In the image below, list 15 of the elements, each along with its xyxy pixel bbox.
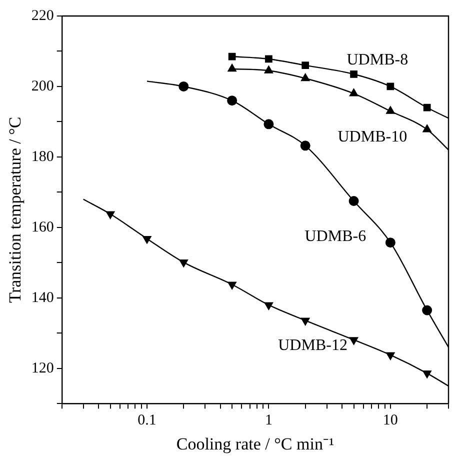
y-axis-title: Transition temperature / °C: [6, 116, 25, 303]
x-tick-label: 10: [382, 412, 398, 429]
series-label: UDMB-6: [304, 228, 366, 245]
x-tick-label: 0.1: [138, 412, 156, 429]
y-tick-label: 160: [31, 219, 54, 236]
y-tick-label: 140: [31, 290, 54, 306]
series-label: UDMB-8: [346, 52, 408, 69]
y-tick-label: 180: [31, 148, 54, 165]
y-tick-label: 200: [31, 78, 54, 94]
x-tick-label: 1: [264, 412, 272, 429]
y-tick-label: 120: [31, 360, 54, 376]
series-label: UDMB-10: [338, 128, 408, 146]
series-label: UDMB-12: [278, 337, 348, 354]
x-axis-title: Cooling rate / °C min⁻¹: [176, 434, 334, 454]
y-tick-label: 220: [31, 8, 54, 24]
